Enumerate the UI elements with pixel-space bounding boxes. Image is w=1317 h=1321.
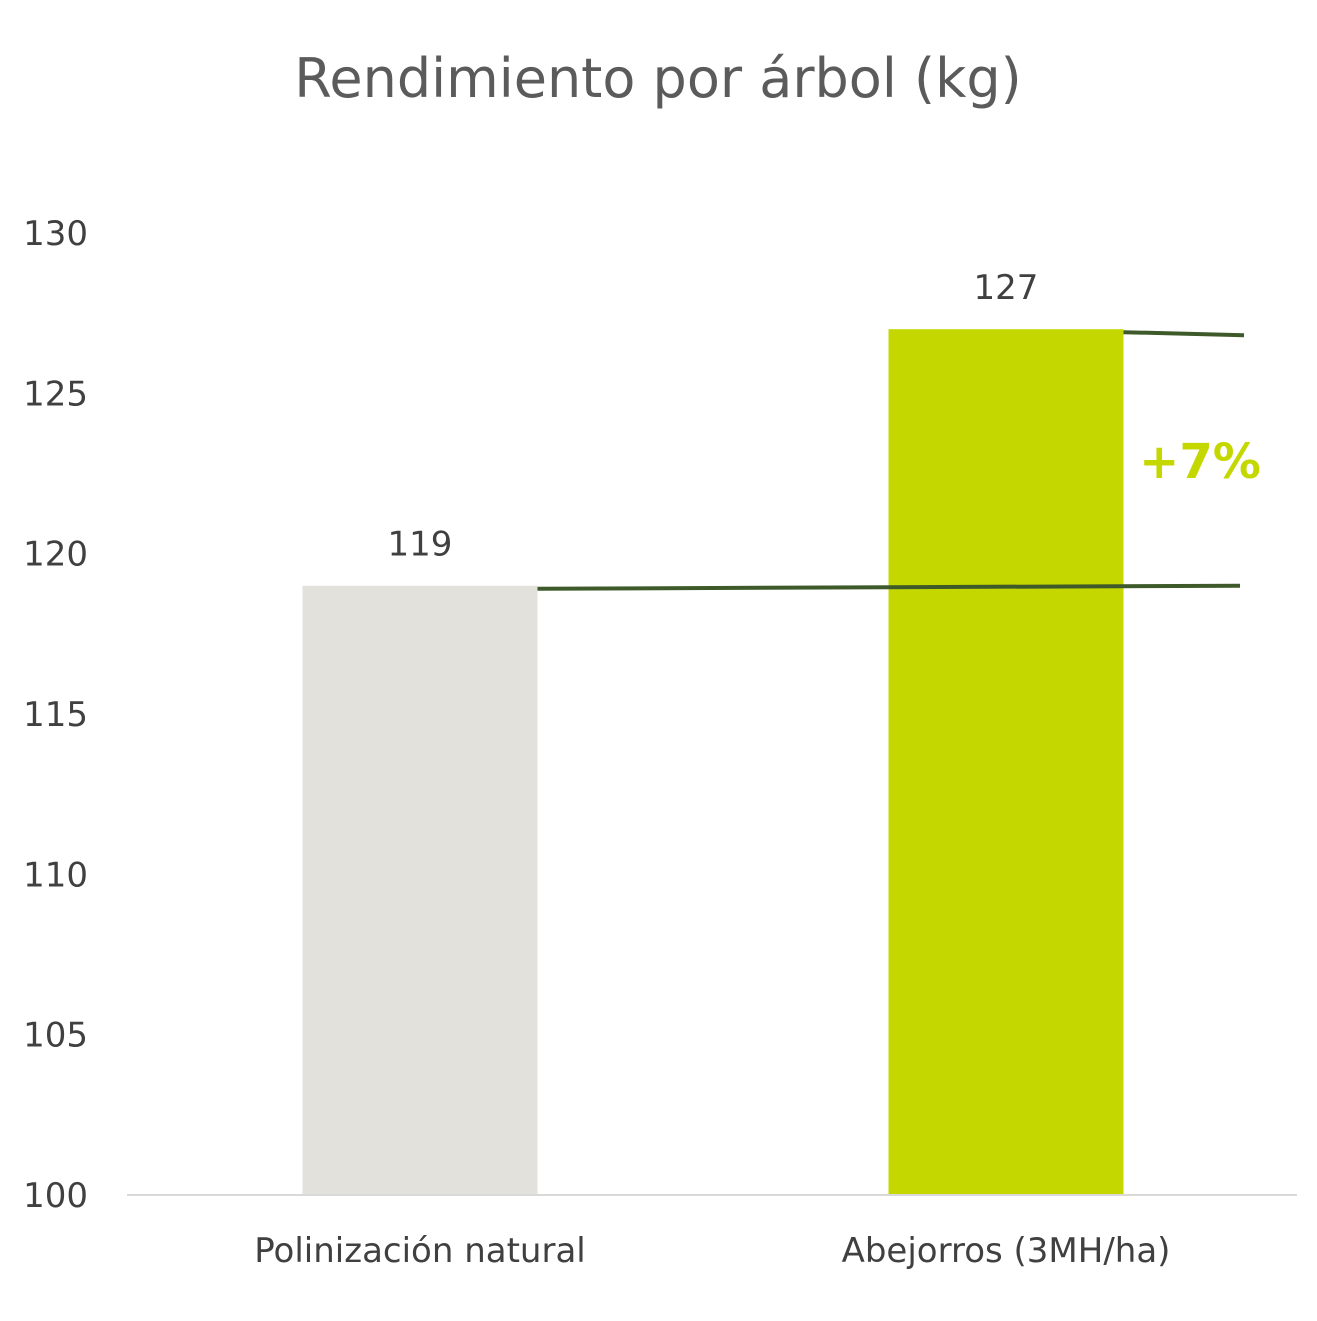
x-category-label: Abejorros (3MH/ha) xyxy=(842,1231,1171,1271)
data-label: 127 xyxy=(974,268,1039,308)
y-tick-label: 115 xyxy=(23,695,88,735)
x-category-label: Polinización natural xyxy=(254,1231,585,1271)
y-tick-label: 120 xyxy=(23,535,88,575)
y-tick-label: 130 xyxy=(23,214,88,254)
y-axis: 100 105 110 115 120 125 130 xyxy=(23,214,88,1216)
reference-line-top xyxy=(1123,330,1245,338)
y-tick-label: 105 xyxy=(23,1016,88,1056)
bars-group xyxy=(302,329,1124,1195)
bar xyxy=(302,585,538,1195)
data-label: 119 xyxy=(388,525,453,565)
bar xyxy=(888,329,1124,1195)
reference-line-baseline xyxy=(537,583,1241,591)
y-tick-label: 110 xyxy=(23,855,88,895)
y-tick-label: 125 xyxy=(23,374,88,414)
reference-lines xyxy=(537,330,1245,591)
chart-title: Rendimiento por árbol (kg) xyxy=(294,47,1021,110)
percent-increase-annotation: +7% xyxy=(1139,434,1261,490)
y-tick-label: 100 xyxy=(23,1176,88,1216)
labels-group: 119 127 Polinización natural Abejorros (3MH… xyxy=(254,268,1170,1271)
